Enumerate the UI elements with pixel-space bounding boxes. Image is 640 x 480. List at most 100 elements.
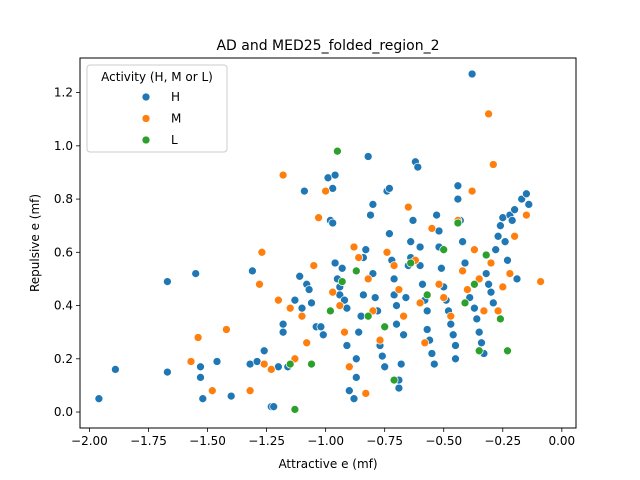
legend: Activity (H, M or L) HML — [86, 64, 228, 153]
data-point-M — [463, 285, 472, 294]
data-point-H — [366, 210, 375, 220]
data-point-M — [328, 287, 338, 297]
data-point-M — [302, 338, 312, 348]
legend-marker-M — [141, 114, 151, 123]
data-point-M — [420, 338, 430, 348]
data-point-L — [290, 405, 300, 414]
data-point-H — [451, 341, 460, 350]
data-point-M — [245, 386, 255, 396]
data-point-H — [432, 210, 441, 220]
data-point-H — [290, 295, 300, 305]
data-point-H — [278, 327, 288, 337]
data-point-H — [198, 394, 208, 404]
data-point-H — [448, 330, 458, 340]
data-point-M — [340, 327, 349, 337]
legend-entries: HML — [141, 90, 181, 147]
data-point-H — [486, 287, 496, 297]
legend-label-H: H — [171, 90, 180, 104]
data-point-M — [309, 261, 319, 270]
data-point-H — [481, 269, 491, 278]
data-point-M — [486, 258, 496, 268]
data-point-H — [451, 354, 460, 364]
data-point-M — [278, 170, 288, 180]
data-point-M — [344, 362, 354, 372]
y-tick-label: 0.2 — [54, 352, 73, 366]
data-point-H — [163, 277, 172, 286]
data-point-H — [212, 357, 222, 366]
data-point-M — [274, 295, 283, 305]
x-axis: −2.00 −1.75 −1.50 −1.25 −1.00 −0.75 −0.50 −0.25… — [71, 428, 575, 448]
data-point-L — [439, 245, 449, 255]
data-point-H — [467, 69, 477, 79]
data-point-L — [363, 311, 373, 321]
x-tick-label: −1.50 — [189, 434, 226, 448]
data-point-H — [295, 271, 305, 281]
data-point-L — [503, 346, 512, 356]
data-point-H — [370, 293, 380, 302]
data-point-M — [375, 335, 385, 345]
points-layer — [94, 69, 545, 414]
data-point-H — [470, 303, 479, 313]
data-point-H — [278, 319, 288, 329]
data-point-M — [470, 245, 479, 255]
x-tick-label: −0.50 — [425, 434, 462, 448]
data-point-H — [493, 231, 503, 241]
legend-label-M: M — [171, 112, 181, 126]
x-axis-label: Attractive e (mf) — [278, 457, 377, 471]
data-point-H — [368, 200, 378, 209]
data-point-M — [446, 311, 456, 321]
data-point-M — [193, 333, 203, 342]
y-axis: 0.0 0.2 0.4 0.6 0.8 1.0 1.2 — [54, 86, 80, 419]
data-point-M — [297, 311, 307, 321]
data-point-M — [536, 277, 545, 286]
data-point-H — [304, 285, 314, 294]
data-point-H — [354, 327, 364, 337]
data-point-M — [399, 311, 408, 321]
data-point-M — [403, 202, 413, 212]
data-point-M — [335, 301, 345, 310]
data-point-M — [361, 389, 371, 398]
data-point-H — [437, 263, 446, 273]
legend-box — [86, 64, 228, 153]
data-point-H — [349, 394, 359, 404]
data-point-M — [207, 386, 217, 396]
y-axis-label: Repulsive e (mf) — [28, 194, 42, 292]
data-point-M — [505, 269, 515, 278]
data-point-L — [453, 218, 463, 228]
data-point-L — [460, 298, 470, 308]
data-point-L — [380, 322, 390, 332]
data-point-H — [248, 266, 257, 276]
data-point-H — [510, 205, 519, 215]
data-point-L — [285, 359, 295, 369]
data-point-H — [344, 386, 354, 396]
data-point-H — [269, 402, 279, 412]
x-tick-label: −1.25 — [248, 434, 285, 448]
data-point-L — [422, 290, 432, 300]
data-point-H — [488, 298, 498, 308]
data-point-H — [512, 274, 522, 284]
data-point-H — [522, 189, 531, 199]
data-point-M — [354, 253, 364, 262]
x-tick-label: −1.00 — [307, 434, 344, 448]
data-point-H — [453, 181, 463, 191]
data-point-H — [361, 245, 371, 255]
y-tick-label: 1.2 — [54, 86, 73, 100]
data-point-H — [377, 351, 387, 361]
data-point-M — [467, 186, 477, 196]
data-point-H — [453, 194, 463, 204]
data-point-H — [507, 216, 517, 225]
data-point-M — [427, 224, 437, 233]
data-point-H — [196, 362, 205, 372]
data-point-H — [524, 200, 534, 209]
data-point-H — [330, 170, 340, 180]
legend-marker-L — [141, 135, 151, 145]
data-point-H — [418, 279, 427, 289]
data-point-L — [470, 279, 479, 289]
plot-frame — [79, 57, 577, 429]
data-point-H — [394, 383, 404, 393]
data-point-M — [222, 325, 231, 334]
data-point-H — [496, 221, 505, 231]
data-point-L — [389, 375, 399, 385]
x-tick-label: −0.25 — [484, 434, 521, 448]
data-point-M — [321, 186, 330, 196]
